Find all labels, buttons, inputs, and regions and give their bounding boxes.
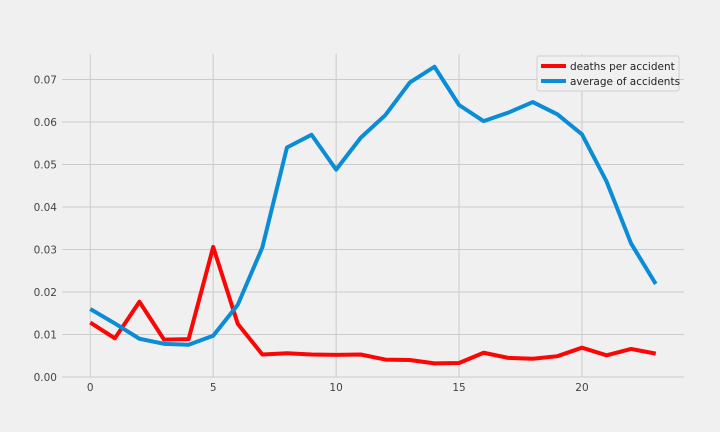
y-tick-label: 0.07 — [34, 75, 57, 87]
y-tick-label: 0.05 — [34, 160, 57, 172]
y-tick-label: 0.00 — [34, 372, 57, 384]
y-tick-label: 0.06 — [34, 117, 58, 129]
series-lines — [89, 64, 658, 366]
y-tick-label: 0.04 — [34, 202, 58, 214]
x-tick-label: 10 — [329, 382, 342, 394]
x-tick-label: 20 — [575, 382, 588, 394]
plot-background — [62, 54, 684, 377]
legend: deaths per accident average of accidents — [536, 55, 680, 92]
x-tick-label: 0 — [87, 382, 94, 394]
y-tick-label: 0.02 — [34, 287, 57, 299]
x-axis-ticks: 0 5 10 15 20 — [87, 382, 589, 394]
series-line-1 — [89, 64, 658, 347]
y-tick-label: 0.03 — [34, 245, 57, 257]
legend-box — [536, 55, 680, 92]
y-axis-ticks: 0.00 0.01 0.02 0.03 0.04 0.05 0.06 0.07 — [34, 75, 58, 385]
x-tick-label: 5 — [210, 382, 217, 394]
legend-label: deaths per accident — [570, 61, 675, 73]
x-tick-label: 15 — [452, 382, 465, 394]
legend-label: average of accidents — [570, 76, 680, 88]
y-tick-label: 0.01 — [34, 330, 57, 342]
grid — [62, 54, 684, 378]
series-line-0 — [89, 244, 657, 366]
